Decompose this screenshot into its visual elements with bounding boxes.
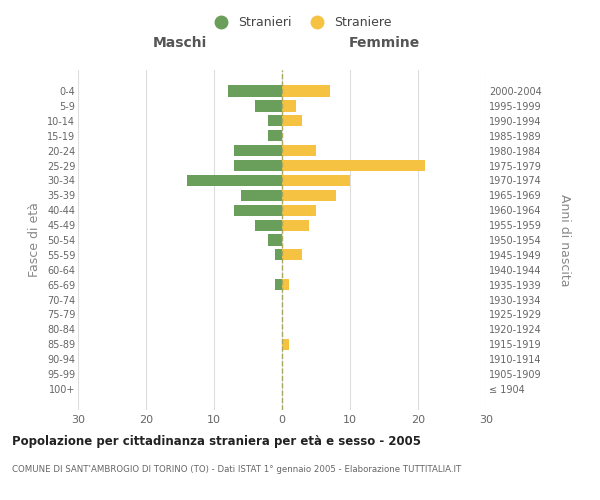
Y-axis label: Fasce di età: Fasce di età (28, 202, 41, 278)
Y-axis label: Anni di nascita: Anni di nascita (559, 194, 571, 286)
Bar (282, 145, 316, 156)
Bar (282, 338, 289, 350)
Bar (241, 190, 282, 201)
Bar (282, 100, 296, 112)
Bar (282, 204, 316, 216)
Text: Maschi: Maschi (153, 36, 207, 50)
Bar (235, 160, 282, 171)
Bar (235, 145, 282, 156)
Bar (255, 100, 282, 112)
Bar (282, 175, 350, 186)
Bar (275, 250, 282, 260)
Text: Popolazione per cittadinanza straniera per età e sesso - 2005: Popolazione per cittadinanza straniera p… (12, 435, 421, 448)
Legend: Stranieri, Straniere: Stranieri, Straniere (203, 11, 397, 34)
Text: COMUNE DI SANT'AMBROGIO DI TORINO (TO) - Dati ISTAT 1° gennaio 2005 - Elaborazio: COMUNE DI SANT'AMBROGIO DI TORINO (TO) -… (12, 465, 461, 474)
Bar (282, 115, 302, 126)
Bar (282, 190, 337, 201)
Bar (282, 279, 289, 290)
Bar (282, 86, 329, 96)
Text: Femmine: Femmine (349, 36, 419, 50)
Bar (268, 115, 282, 126)
Bar (282, 220, 309, 230)
Bar (187, 175, 282, 186)
Bar (255, 220, 282, 230)
Bar (227, 86, 282, 96)
Bar (268, 130, 282, 141)
Bar (275, 279, 282, 290)
Bar (282, 250, 302, 260)
Bar (282, 160, 425, 171)
Bar (268, 234, 282, 246)
Bar (235, 204, 282, 216)
